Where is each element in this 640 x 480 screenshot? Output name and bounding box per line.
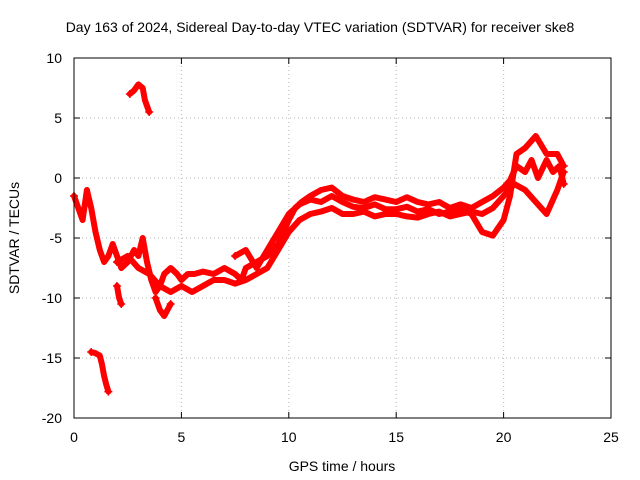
data-point-marker	[559, 162, 568, 170]
data-point-marker	[104, 387, 113, 396]
y-tick-label: 10	[46, 50, 62, 66]
x-tick-label: 5	[178, 429, 186, 445]
plot-area-border	[73, 57, 612, 419]
data-point-marker	[112, 258, 121, 266]
x-tick-labels: 0 5 10 15 20 25	[70, 429, 619, 445]
series-main-b	[114, 169, 567, 295]
data-point-marker	[112, 282, 121, 290]
x-axis-label: GPS time / hours	[289, 458, 396, 474]
x-tick-label: 15	[388, 429, 404, 445]
data-point-marker	[87, 348, 96, 356]
x-tick-label: 25	[603, 429, 619, 445]
chart-title: Day 163 of 2024, Sidereal Day-to-day VTE…	[66, 19, 575, 35]
y-tick-label: -15	[42, 350, 62, 366]
series-spur-mid	[152, 295, 174, 319]
data-point-marker	[166, 300, 175, 308]
series-group	[70, 81, 568, 396]
series-main-c	[232, 133, 567, 271]
data-point-marker	[117, 300, 126, 308]
data-point-marker	[125, 90, 134, 98]
x-tick-label: 0	[70, 429, 78, 445]
x-tick-label: 10	[281, 429, 297, 445]
series-cluster-lower	[88, 349, 112, 395]
grid	[74, 58, 611, 418]
data-point-marker	[145, 108, 154, 116]
data-point-marker	[151, 294, 160, 302]
y-tick-label: -10	[42, 290, 62, 306]
y-tick-label: -20	[42, 410, 62, 426]
y-axis-label: SDTVAR / TECUs	[6, 182, 22, 294]
y-tick-label: 0	[54, 170, 62, 186]
y-tick-label: 5	[54, 110, 62, 126]
x-tick-label: 20	[496, 429, 512, 445]
y-tick-labels: 10 5 0 -5 -10 -15 -20	[42, 50, 62, 426]
series-cluster-upper	[126, 81, 153, 115]
data-point-marker	[231, 252, 240, 260]
y-tick-label: -5	[50, 230, 63, 246]
